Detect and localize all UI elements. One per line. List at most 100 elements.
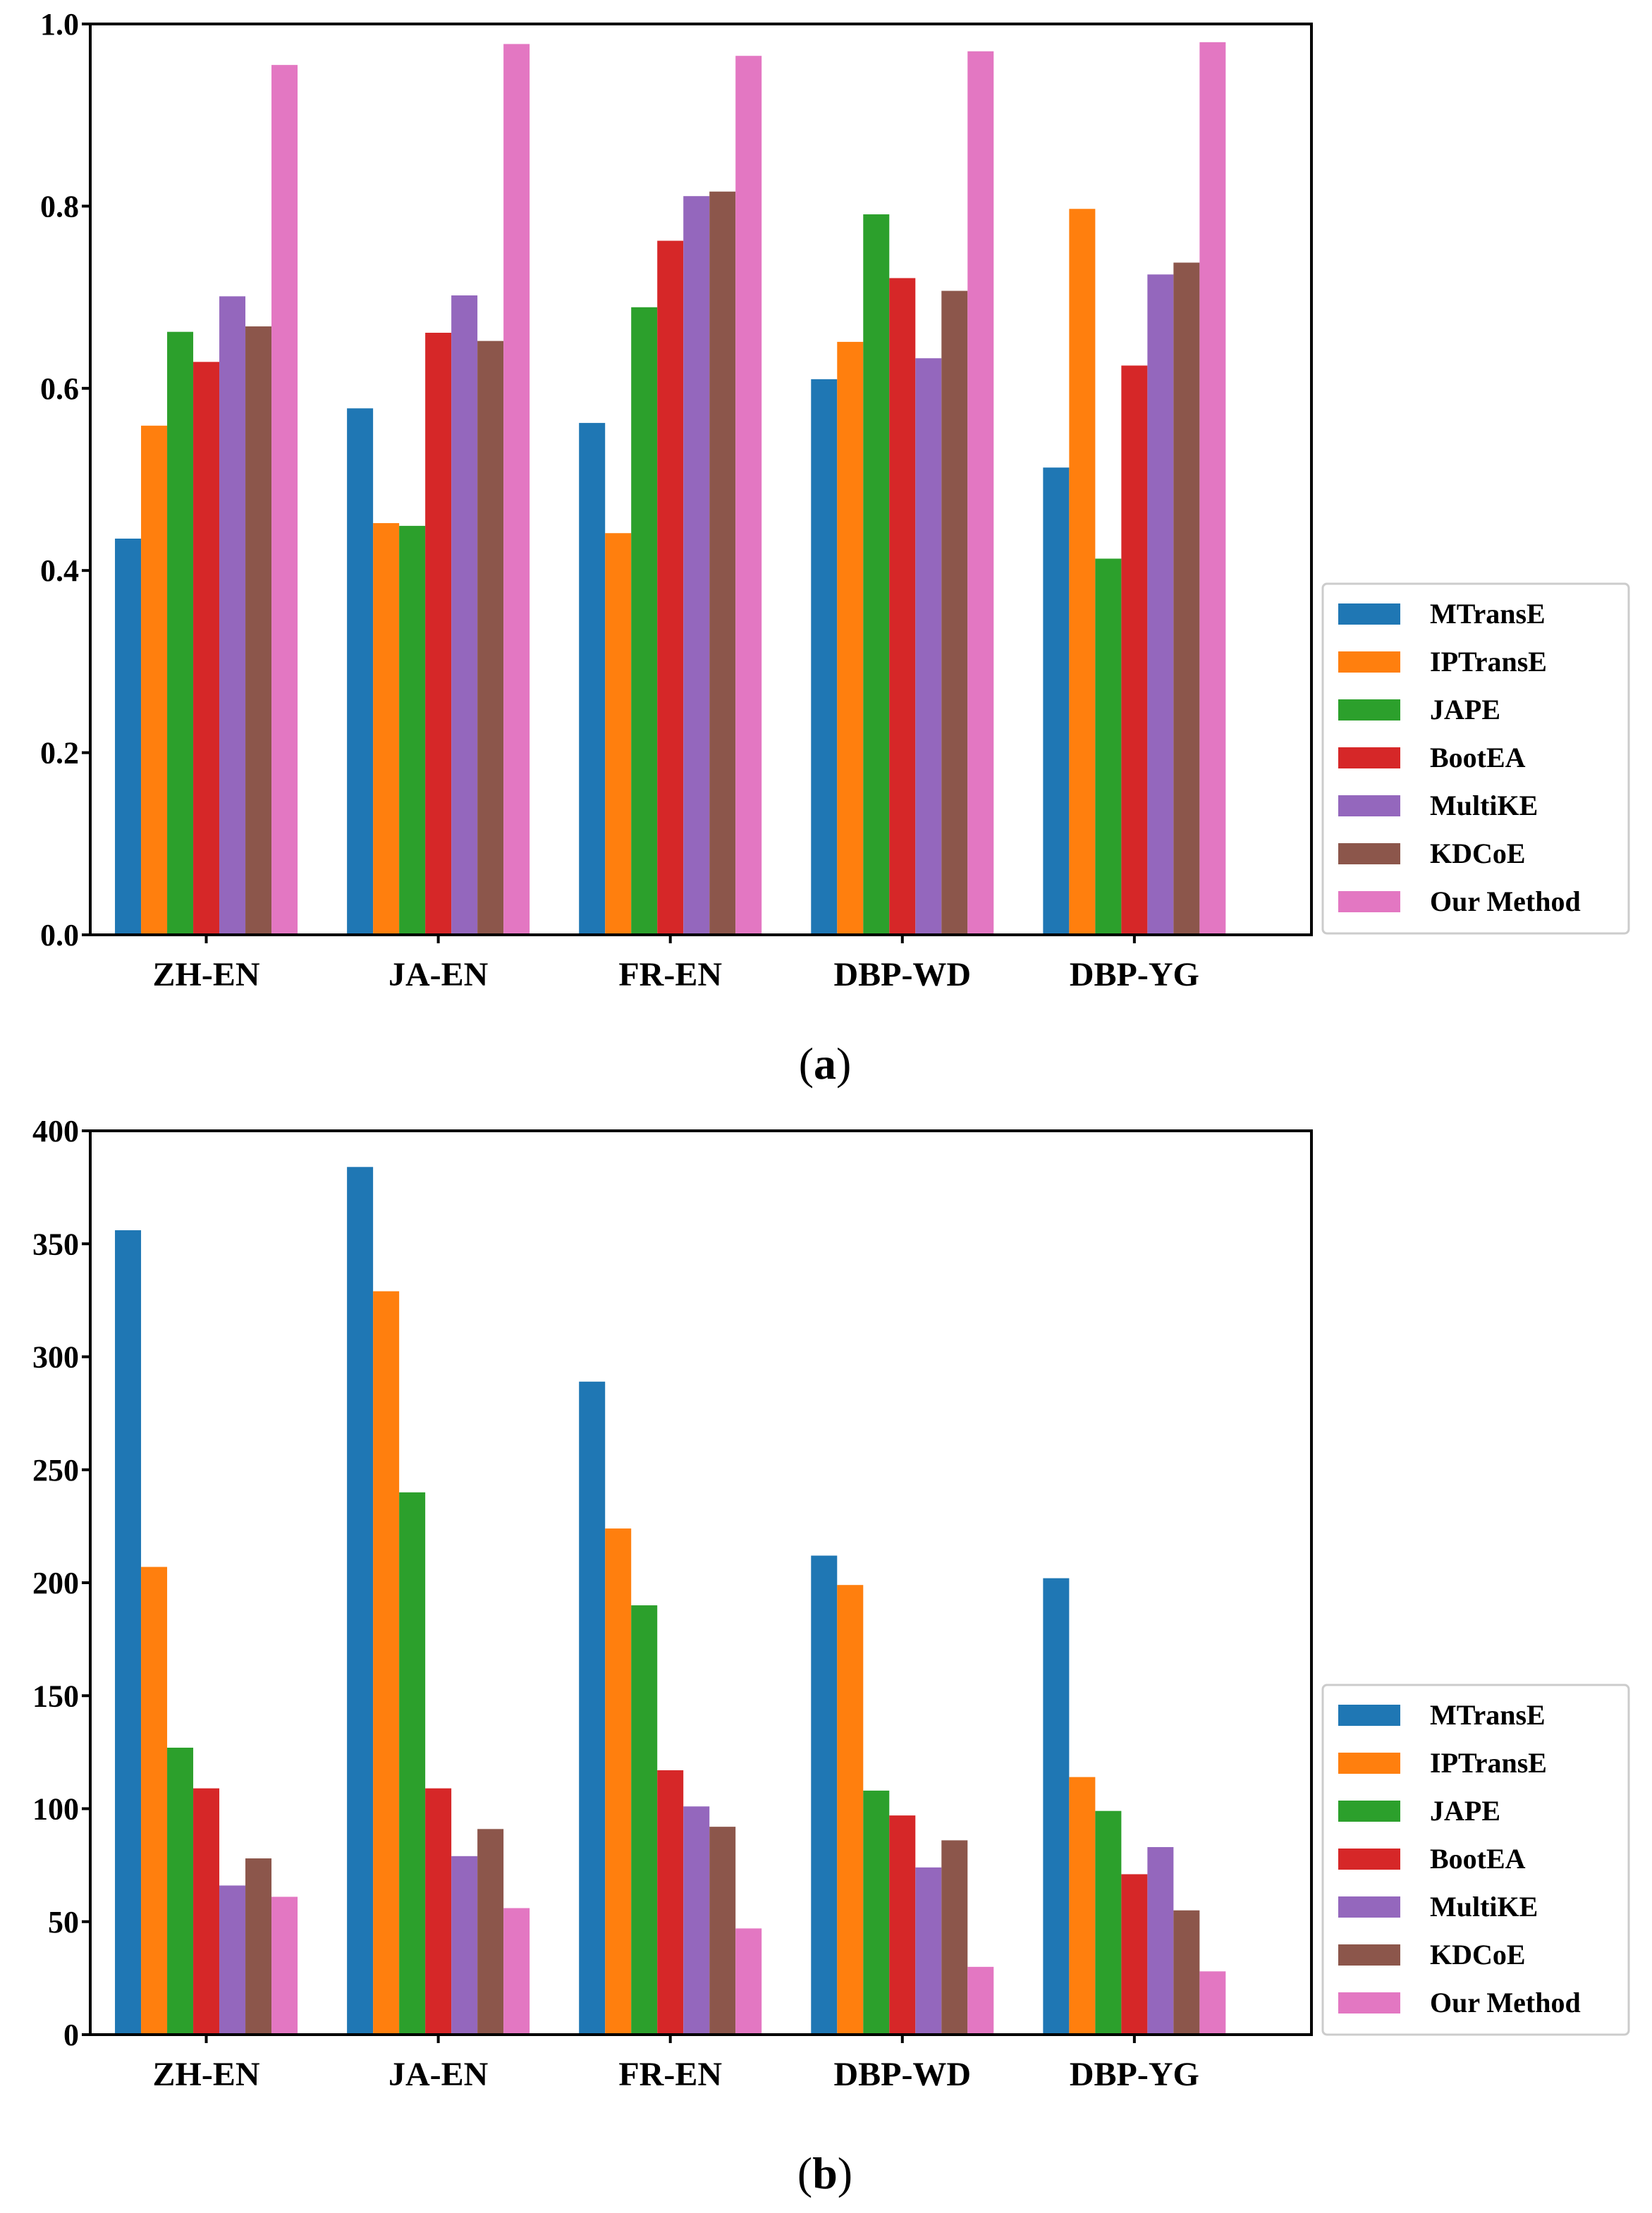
bar-mtranse-ja-en: [347, 1167, 374, 2035]
x-tick-label: FR-EN: [618, 2056, 722, 2093]
legend-swatch: [1338, 1896, 1400, 1918]
bar-bootea-zh-en: [193, 1788, 220, 2035]
bar-iptranse-dbp-wd: [837, 341, 864, 936]
y-tick-label: 200: [32, 1566, 79, 1600]
legend-label: MTransE: [1430, 598, 1546, 630]
caption-close-paren: ): [838, 2148, 852, 2198]
y-tick-label: 0: [63, 2018, 79, 2052]
bar-kdcoe-dbp-yg: [1173, 262, 1200, 935]
chart-panel-a: 0.0 0.2 0.4 0.6 0.8 1.0 ZH-EN JA-EN FR-EN DBP-WD D…: [40, 7, 1630, 1089]
legend-swatch: [1338, 1753, 1400, 1774]
bar-our-method-fr-en: [735, 1928, 762, 2035]
caption-letter: a: [814, 1038, 836, 1089]
bar-kdcoe-fr-en: [709, 191, 736, 935]
bar-iptranse-fr-en: [605, 533, 632, 935]
legend-label: BootEA: [1430, 1843, 1526, 1875]
chart-panel-b: 0 50 100 150 200 250 300 350 400 ZH-EN JA-EN FR-EN D…: [32, 1114, 1630, 2198]
caption-open-paren: (: [799, 1038, 814, 1089]
y-tick-label: 50: [48, 1905, 79, 1939]
panel-caption: (b): [797, 2148, 852, 2198]
x-tick-label: JA-EN: [388, 2056, 489, 2093]
legend-swatch: [1338, 651, 1400, 673]
legend-label: BootEA: [1430, 742, 1526, 773]
bar-kdcoe-dbp-wd: [941, 1840, 968, 2035]
bar-mtranse-zh-en: [115, 538, 142, 935]
legend-label: IPTransE: [1430, 646, 1547, 678]
bar-multike-dbp-wd: [915, 358, 942, 935]
bar-our-method-dbp-yg: [1199, 42, 1226, 936]
bar-kdcoe-zh-en: [245, 326, 272, 936]
x-tick-label: ZH-EN: [153, 956, 260, 993]
bar-jape-dbp-wd: [863, 214, 890, 935]
bar-mtranse-dbp-yg: [1043, 1578, 1070, 2035]
legend-swatch: [1338, 1944, 1400, 1966]
bar-bootea-dbp-yg: [1121, 1874, 1148, 2035]
bar-our-method-zh-en: [271, 1896, 298, 2035]
bar-multike-dbp-yg: [1147, 274, 1174, 935]
bar-kdcoe-dbp-wd: [941, 290, 968, 935]
bar-jape-dbp-yg: [1095, 558, 1122, 935]
y-tick-label: 250: [32, 1453, 79, 1488]
bar-mtranse-ja-en: [347, 408, 374, 935]
bar-kdcoe-dbp-yg: [1173, 1910, 1200, 2035]
caption-letter: b: [812, 2148, 838, 2198]
bar-iptranse-dbp-yg: [1069, 209, 1096, 935]
bar-multike-ja-en: [451, 295, 478, 935]
legend-label: MultiKE: [1430, 1891, 1538, 1923]
legend-swatch: [1338, 795, 1400, 816]
bar-bootea-dbp-wd: [889, 1815, 916, 2035]
legend-swatch: [1338, 1705, 1400, 1726]
bar-kdcoe-fr-en: [709, 1827, 736, 2035]
bar-iptranse-ja-en: [373, 1291, 400, 2035]
bar-mtranse-dbp-wd: [811, 379, 838, 935]
bar-our-method-dbp-wd: [967, 51, 994, 935]
bar-mtranse-zh-en: [115, 1230, 142, 2035]
x-tick-label: DBP-WD: [833, 956, 971, 993]
y-tick-label: 1.0: [40, 7, 79, 42]
x-tick-label: JA-EN: [388, 956, 489, 993]
bar-multike-fr-en: [683, 1806, 710, 2035]
bar-mtranse-fr-en: [579, 422, 606, 935]
y-tick-label: 0.8: [40, 189, 79, 223]
x-tick-label: FR-EN: [618, 956, 722, 993]
bar-jape-ja-en: [399, 525, 426, 935]
bar-bootea-fr-en: [657, 1770, 684, 2035]
legend-label: Our Method: [1430, 885, 1581, 917]
bar-mtranse-fr-en: [579, 1381, 606, 2035]
bar-iptranse-dbp-wd: [837, 1585, 864, 2035]
bar-bootea-ja-en: [425, 1788, 452, 2035]
bar-multike-fr-en: [683, 196, 710, 935]
legend-label: Our Method: [1430, 1987, 1581, 2018]
bar-jape-dbp-yg: [1095, 1810, 1122, 2035]
y-tick-label: 300: [32, 1340, 79, 1375]
bar-kdcoe-zh-en: [245, 1858, 272, 2035]
bar-multike-ja-en: [451, 1856, 478, 2035]
x-tick-label: DBP-YG: [1070, 2056, 1199, 2093]
legend-label: JAPE: [1430, 694, 1500, 725]
legend: MTransE IPTransE JAPE BootEA MultiKE KDCoE Our…: [1321, 1684, 1630, 2036]
bar-our-method-dbp-wd: [967, 1966, 994, 2035]
bar-our-method-ja-en: [503, 44, 530, 936]
legend-swatch: [1338, 843, 1400, 864]
bar-multike-dbp-yg: [1147, 1846, 1174, 2035]
legend-swatch: [1338, 603, 1400, 625]
bar-multike-zh-en: [219, 296, 246, 936]
legend-label: KDCoE: [1430, 838, 1526, 869]
x-tick-label: DBP-WD: [833, 2056, 971, 2093]
bar-jape-fr-en: [631, 307, 658, 935]
legend-label: JAPE: [1430, 1795, 1500, 1827]
bar-bootea-ja-en: [425, 332, 452, 935]
bar-our-method-ja-en: [503, 1908, 530, 2035]
bar-jape-ja-en: [399, 1492, 426, 2035]
bar-jape-fr-en: [631, 1605, 658, 2035]
legend-label: IPTransE: [1430, 1747, 1547, 1779]
legend-label: MultiKE: [1430, 790, 1538, 821]
bar-our-method-fr-en: [735, 56, 762, 936]
bar-mtranse-dbp-yg: [1043, 467, 1070, 935]
bar-jape-zh-en: [167, 331, 194, 935]
bar-bootea-fr-en: [657, 240, 684, 936]
caption-open-paren: (: [797, 2148, 812, 2198]
y-tick-label: 100: [32, 1792, 79, 1827]
bar-multike-dbp-wd: [915, 1867, 942, 2035]
